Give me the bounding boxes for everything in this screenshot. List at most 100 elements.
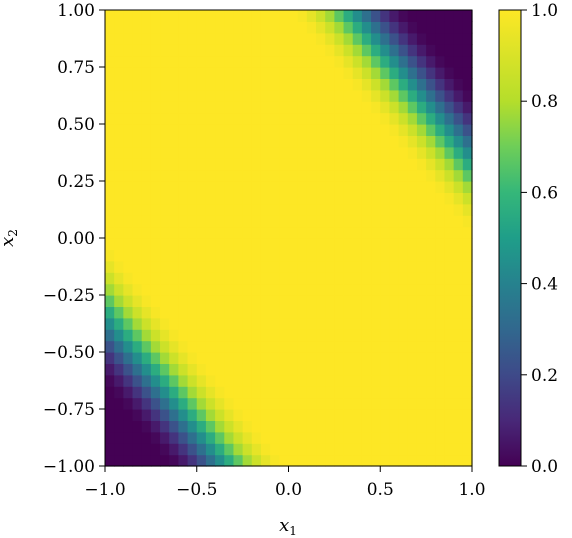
heatmap-cell xyxy=(105,409,115,421)
heatmap-cell xyxy=(150,158,161,171)
heatmap-cell xyxy=(205,169,216,182)
heatmap-cell xyxy=(361,295,372,307)
heatmap-cell xyxy=(270,454,280,467)
heatmap-cell xyxy=(233,215,244,228)
heatmap-cell xyxy=(205,32,216,45)
heatmap-cell xyxy=(160,55,170,68)
heatmap-cell xyxy=(169,192,180,205)
heatmap-cell xyxy=(215,352,225,364)
heatmap-cell xyxy=(233,203,244,216)
heatmap-cell xyxy=(114,67,124,79)
heatmap-cell xyxy=(462,386,473,399)
heatmap-cell xyxy=(389,352,400,364)
heatmap-cell xyxy=(334,363,345,376)
heatmap-cell xyxy=(205,192,216,205)
heatmap-cell xyxy=(453,158,464,171)
heatmap-cell xyxy=(416,226,427,239)
heatmap-cell xyxy=(141,181,152,193)
heatmap-cell xyxy=(141,249,152,262)
heatmap-cell xyxy=(426,181,436,193)
heatmap-cell xyxy=(105,306,115,319)
heatmap-cell xyxy=(279,124,290,136)
heatmap-cell xyxy=(297,124,308,136)
heatmap-cell xyxy=(352,135,363,148)
heatmap-cell xyxy=(105,283,115,296)
heatmap-cell xyxy=(453,226,464,239)
heatmap-cell xyxy=(169,21,180,34)
x-tick-label: −1.0 xyxy=(84,480,125,500)
heatmap-cell xyxy=(361,374,372,387)
heatmap-cell xyxy=(389,215,400,228)
heatmap-cell xyxy=(453,112,464,125)
heatmap-cell xyxy=(352,203,363,216)
heatmap-cell xyxy=(224,10,235,22)
heatmap-cell xyxy=(297,454,308,467)
heatmap-cell xyxy=(453,443,464,456)
y-axis-label: x2 xyxy=(0,229,20,247)
heatmap-cell xyxy=(215,431,225,444)
heatmap-cell xyxy=(260,169,271,182)
heatmap-cell xyxy=(270,363,280,376)
heatmap-cell xyxy=(160,352,170,364)
heatmap-cell xyxy=(270,146,280,159)
heatmap-cell xyxy=(389,21,400,34)
heatmap-cell xyxy=(416,352,427,364)
heatmap-cell xyxy=(260,10,271,22)
heatmap-cell xyxy=(389,32,400,45)
heatmap-cell xyxy=(306,146,317,159)
heatmap-cell xyxy=(242,112,253,125)
heatmap-cell xyxy=(297,260,308,273)
heatmap-cell xyxy=(426,272,436,285)
heatmap-cell xyxy=(251,67,262,79)
heatmap-cell xyxy=(160,146,170,159)
x-tick-label: −0.5 xyxy=(176,480,217,500)
heatmap-cell xyxy=(435,158,446,171)
heatmap-cell xyxy=(426,89,436,102)
heatmap-cell xyxy=(123,340,134,353)
heatmap-cell xyxy=(416,249,427,262)
heatmap-cell xyxy=(150,352,161,364)
heatmap-cell xyxy=(462,272,473,285)
heatmap-cell xyxy=(187,272,198,285)
heatmap-cell xyxy=(178,340,189,353)
heatmap-cell xyxy=(297,352,308,364)
heatmap-cell xyxy=(316,215,326,228)
heatmap-cell xyxy=(233,32,244,45)
heatmap-cell xyxy=(426,192,436,205)
heatmap-cell xyxy=(453,55,464,68)
heatmap-cell xyxy=(398,44,409,57)
heatmap-cell xyxy=(380,10,391,22)
heatmap-cell xyxy=(462,55,473,68)
heatmap-cell xyxy=(435,340,446,353)
heatmap-cell xyxy=(435,44,446,57)
heatmap-cell xyxy=(334,431,345,444)
heatmap-cell xyxy=(196,363,207,376)
heatmap-cell xyxy=(407,374,418,387)
heatmap-cell xyxy=(316,431,326,444)
heatmap-cell xyxy=(178,317,189,330)
heatmap-cell xyxy=(251,135,262,148)
heatmap-cell xyxy=(205,55,216,68)
heatmap-cell xyxy=(316,260,326,273)
heatmap-cell xyxy=(233,112,244,125)
heatmap-cell xyxy=(297,44,308,57)
heatmap-cell xyxy=(215,124,225,136)
heatmap-cell xyxy=(123,89,134,102)
heatmap-cell xyxy=(132,215,143,228)
heatmap-cell xyxy=(132,158,143,171)
heatmap-cell xyxy=(233,329,244,342)
heatmap-cell xyxy=(132,352,143,364)
heatmap-cell xyxy=(270,89,280,102)
heatmap-cell xyxy=(306,101,317,114)
heatmap-cell xyxy=(196,21,207,34)
heatmap-cell xyxy=(279,146,290,159)
heatmap-cell xyxy=(398,21,409,34)
heatmap-cell xyxy=(205,203,216,216)
heatmap-cell xyxy=(123,32,134,45)
heatmap-cell xyxy=(242,352,253,364)
heatmap-cell xyxy=(169,32,180,45)
heatmap-cell xyxy=(178,169,189,182)
heatmap-cell xyxy=(361,67,372,79)
heatmap-cell xyxy=(435,32,446,45)
heatmap-cell xyxy=(270,386,280,399)
